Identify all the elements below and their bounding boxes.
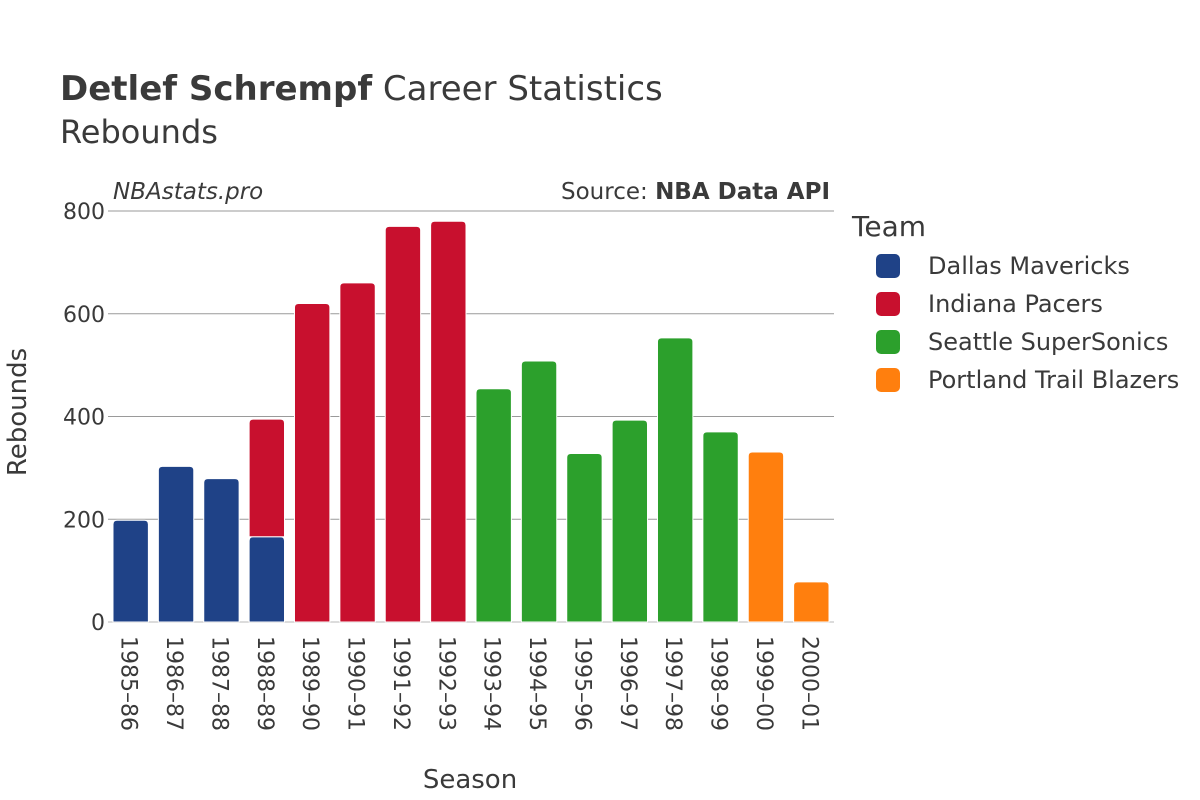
bar bbox=[793, 581, 830, 623]
legend-label: Indiana Pacers bbox=[928, 290, 1103, 318]
legend-label: Dallas Mavericks bbox=[928, 252, 1130, 280]
x-tick-label: 1998–99 bbox=[706, 636, 731, 731]
x-tick-label: 1999–00 bbox=[751, 636, 776, 731]
x-tick-labels: 1985–86 1986–87 1987–88 1988–89 1989–90 1990–… bbox=[116, 636, 822, 731]
x-tick-label: 1993–94 bbox=[479, 636, 504, 731]
bar bbox=[112, 519, 149, 623]
y-tick-label: 400 bbox=[63, 406, 105, 431]
bar bbox=[157, 465, 195, 623]
x-axis-label: Season bbox=[423, 765, 517, 795]
bar bbox=[339, 282, 376, 623]
x-tick-label: 1988–89 bbox=[252, 636, 277, 731]
bar bbox=[248, 536, 286, 623]
chart-title-rest: Career Statistics bbox=[372, 69, 663, 109]
y-tick-label: 0 bbox=[91, 611, 105, 636]
x-tick-label: 1992–93 bbox=[433, 636, 458, 731]
y-tick-label: 200 bbox=[63, 508, 105, 533]
x-tick-label: 1991–92 bbox=[388, 636, 413, 731]
y-axis-label: Rebounds bbox=[3, 348, 33, 476]
bar bbox=[611, 419, 649, 623]
legend: Team Dallas Mavericks Indiana Pacers Seatt… bbox=[851, 210, 1179, 394]
x-tick-label: 1989–90 bbox=[297, 636, 322, 731]
bar bbox=[566, 452, 603, 623]
bar bbox=[248, 418, 286, 538]
y-tick-labels: 0 200 400 600 800 bbox=[63, 200, 105, 636]
legend-swatch bbox=[876, 330, 900, 354]
legend-swatch bbox=[876, 254, 900, 278]
watermark: NBAstats.pro bbox=[113, 179, 263, 205]
legend-label: Portland Trail Blazers bbox=[928, 366, 1179, 394]
bar bbox=[475, 388, 512, 623]
chart-subtitle: Rebounds bbox=[60, 113, 218, 151]
bar bbox=[203, 478, 240, 623]
bar bbox=[520, 360, 558, 623]
bar bbox=[656, 337, 694, 623]
legend-title: Team bbox=[851, 210, 926, 243]
bar bbox=[747, 451, 785, 623]
bars bbox=[112, 220, 830, 623]
source-prefix: Source: bbox=[561, 179, 655, 205]
x-tick-label: 1996–97 bbox=[615, 636, 640, 731]
chart-title-player: Detlef Schrempf bbox=[60, 69, 373, 109]
x-tick-label: 2000–01 bbox=[796, 636, 821, 731]
source-name: NBA Data API bbox=[655, 179, 830, 205]
bar bbox=[293, 302, 331, 623]
legend-swatch bbox=[876, 292, 900, 316]
x-tick-label: 1990–91 bbox=[343, 636, 368, 731]
bar bbox=[430, 220, 467, 623]
y-tick-label: 600 bbox=[63, 303, 105, 328]
x-tick-label: 1987–88 bbox=[206, 636, 231, 731]
source-credit: Source: NBA Data API bbox=[561, 179, 830, 205]
x-tick-label: 1997–98 bbox=[660, 636, 685, 731]
legend-swatch bbox=[876, 368, 900, 392]
legend-label: Seattle SuperSonics bbox=[928, 328, 1168, 356]
x-tick-label: 1995–96 bbox=[569, 636, 594, 731]
x-tick-label: 1994–95 bbox=[524, 636, 549, 731]
y-tick-label: 800 bbox=[63, 200, 105, 225]
bar bbox=[384, 225, 422, 623]
chart-title: Detlef Schrempf Career Statistics bbox=[60, 69, 663, 109]
bar bbox=[702, 431, 739, 623]
x-tick-label: 1985–86 bbox=[116, 636, 141, 731]
x-tick-label: 1986–87 bbox=[161, 636, 186, 731]
